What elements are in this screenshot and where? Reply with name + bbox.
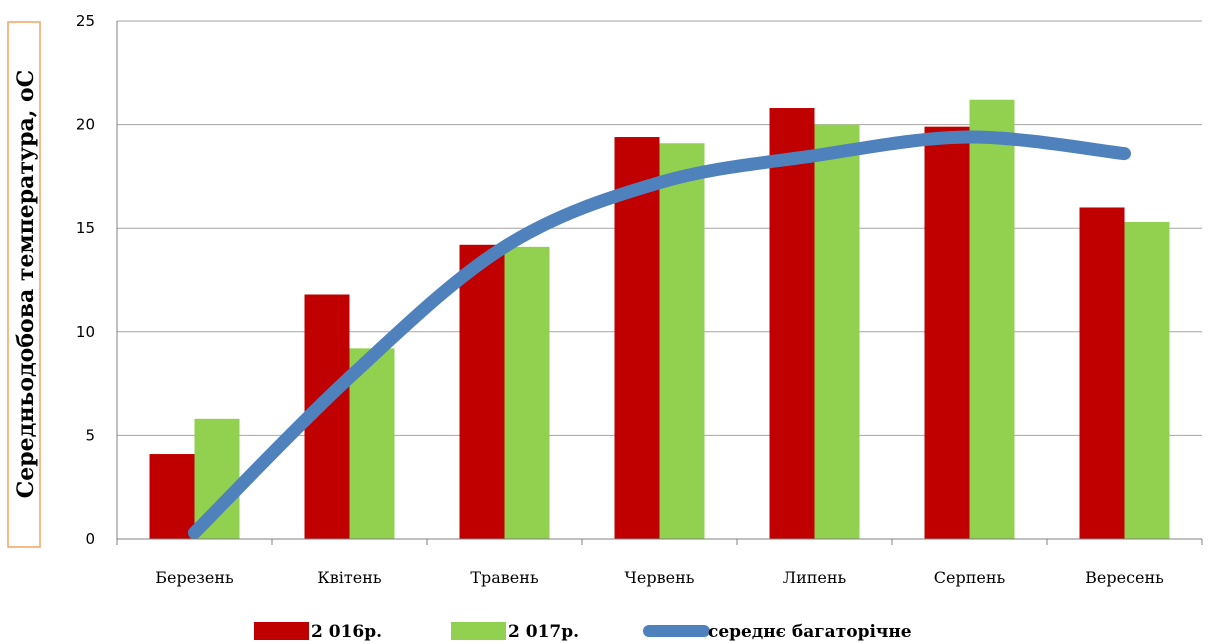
y-tick-label: 20	[76, 116, 95, 134]
x-tick-label: Травень	[470, 568, 539, 587]
series-line-average	[188, 130, 1131, 540]
average-line	[188, 130, 1131, 540]
legend-swatch	[451, 622, 506, 640]
y-axis-label: Середньодобова температура, оС	[13, 70, 39, 498]
x-tick-label: Липень	[783, 568, 847, 587]
bar-2017	[504, 246, 550, 539]
y-tick-label: 5	[85, 426, 95, 444]
x-tick-label: Червень	[625, 568, 695, 587]
x-tick-label: Квітень	[317, 568, 381, 587]
bar-2017	[969, 99, 1015, 540]
bar-2016	[149, 454, 195, 539]
y-tick-labels: 0 5 10 15 20 25	[76, 12, 95, 548]
legend-swatch	[254, 622, 309, 640]
y-axis-label-group: Середньодобова температура, оС	[7, 21, 41, 548]
bars	[149, 99, 1170, 540]
axes	[116, 21, 1203, 545]
x-tick-label: Вересень	[1085, 568, 1164, 587]
legend-label: 2 016р.	[311, 622, 382, 642]
bar-2016	[924, 126, 970, 539]
legend: 2 016р. 2 017р. середнє багаторічне	[254, 622, 912, 642]
x-tick-label: Березень	[155, 568, 234, 587]
bar-2016	[769, 108, 815, 540]
bar-2017	[1124, 221, 1170, 539]
x-tick-labels: Березень Квітень Травень Червень Липень Серпе…	[155, 568, 1164, 587]
bar-2016	[614, 137, 660, 540]
y-axis-label-box	[7, 21, 41, 548]
y-tick-label: 15	[76, 219, 95, 237]
x-tick-label: Серпень	[934, 568, 1006, 587]
bar-2016	[459, 244, 505, 539]
bar-2017	[349, 348, 395, 539]
legend-label: середнє багаторічне	[708, 622, 912, 642]
legend-label: 2 017р.	[508, 622, 579, 642]
bar-2017	[659, 143, 705, 540]
y-tick-label: 25	[76, 12, 95, 30]
y-tick-label: 0	[85, 530, 95, 548]
bar-2016	[1079, 207, 1125, 540]
y-tick-label: 10	[76, 323, 95, 341]
bar-2017	[814, 124, 860, 539]
